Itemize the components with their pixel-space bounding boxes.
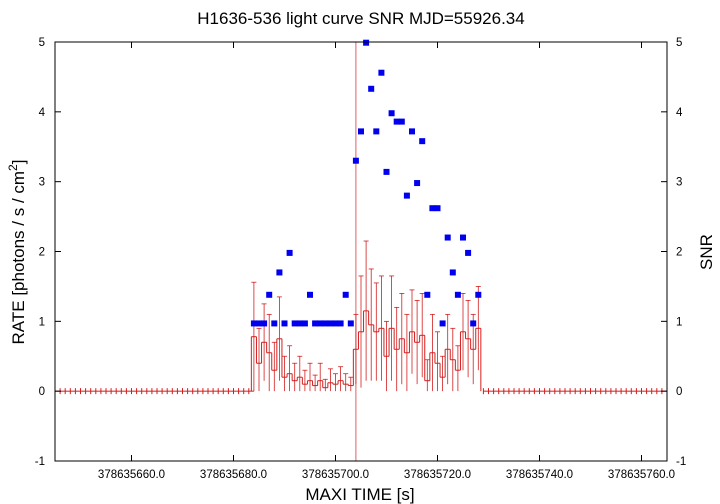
snr-point: [363, 39, 370, 46]
snr-point: [317, 320, 324, 327]
snr-point: [378, 69, 385, 76]
snr-point: [337, 320, 344, 327]
y-axis-label-left: RATE [photons / s / cm2]: [6, 160, 28, 345]
snr-point: [470, 320, 477, 327]
snr-point: [475, 291, 482, 298]
y-tick-label-left: 5: [39, 37, 45, 49]
x-axis-label: MAXI TIME [s]: [305, 485, 414, 504]
snr-point: [444, 234, 451, 241]
snr-point: [434, 205, 441, 212]
snr-point: [373, 128, 380, 135]
snr-point: [347, 320, 354, 327]
y-tick-label-left: 4: [39, 107, 46, 119]
snr-point: [291, 320, 298, 327]
snr-point: [352, 157, 359, 164]
snr-point: [393, 118, 400, 125]
snr-point: [388, 110, 395, 117]
x-tick-label: 378635680.0: [200, 469, 267, 481]
snr-point: [449, 269, 456, 276]
y-tick-label-right: 1: [676, 316, 682, 328]
y-tick-label-right: -1: [676, 456, 686, 468]
snr-point: [286, 249, 293, 256]
snr-point: [250, 320, 257, 327]
snr-point: [358, 128, 364, 135]
y-tick-label-left: 2: [39, 247, 45, 259]
y-axis-label-left-sup: 2: [6, 164, 20, 171]
y-axis-label-right: SNR: [697, 234, 716, 270]
snr-point: [368, 85, 375, 92]
y-tick-label-right: 0: [676, 386, 682, 398]
plot-layer: [54, 39, 667, 461]
snr-point: [332, 320, 339, 327]
x-tick-label: 378635720.0: [404, 469, 471, 481]
snr-point: [454, 291, 461, 298]
snr-point: [383, 168, 390, 175]
snr-point: [261, 320, 268, 327]
y-axis-label-left-end: ]: [9, 160, 28, 165]
x-tick-label: 378635660.0: [98, 469, 165, 481]
x-tick-label: 378635740.0: [506, 469, 573, 481]
x-tick-label: 378635760.0: [608, 469, 675, 481]
snr-point: [465, 249, 472, 256]
snr-point: [276, 269, 283, 276]
snr-point: [301, 320, 308, 327]
snr-point: [424, 291, 431, 298]
y-tick-label-right: 2: [676, 247, 682, 259]
snr-point: [409, 128, 415, 135]
ticks-layer: 378635660.0 378635680.0 378635700.0 3786357…: [35, 37, 686, 481]
snr-point: [403, 192, 410, 199]
snr-point: [266, 291, 273, 298]
snr-point: [296, 320, 303, 327]
y-tick-label-left: 0: [39, 386, 45, 398]
y-tick-label-right: 3: [676, 177, 682, 189]
snr-point: [429, 205, 436, 212]
y-axis-label-left-main: RATE [photons / s / cm: [9, 171, 28, 345]
x-tick-label: 378635700.0: [302, 469, 369, 481]
y-tick-label-left: 1: [39, 316, 45, 328]
snr-point: [327, 320, 334, 327]
snr-point: [312, 320, 319, 327]
snr-point: [256, 320, 262, 327]
y-tick-label-right: 5: [676, 37, 682, 49]
snr-point: [460, 234, 466, 241]
y-tick-label-left: 3: [39, 177, 45, 189]
y-tick-label-right: 4: [676, 107, 683, 119]
snr-point: [271, 320, 278, 327]
snr-point: [307, 291, 313, 298]
snr-point: [419, 138, 426, 145]
snr-point: [281, 320, 288, 327]
snr-point: [439, 320, 446, 327]
snr-point: [342, 291, 349, 298]
snr-point: [414, 180, 421, 187]
chart-title: H1636-536 light curve SNR MJD=55926.34: [197, 9, 524, 28]
snr-point: [322, 320, 329, 327]
snr-point: [398, 118, 405, 125]
y-tick-label-left: -1: [35, 456, 45, 468]
